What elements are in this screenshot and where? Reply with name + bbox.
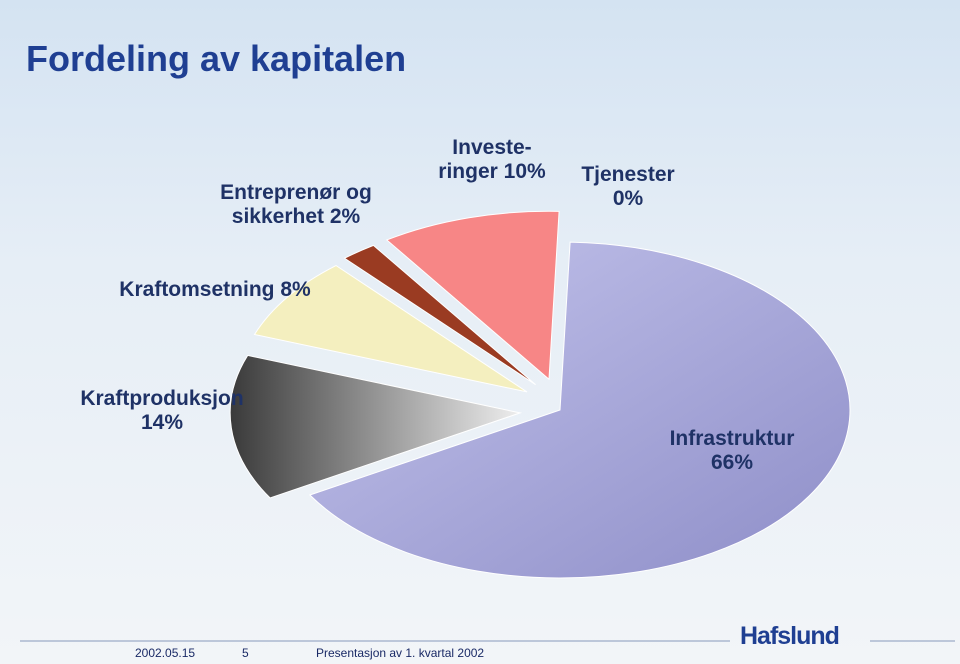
slice-label: Kraftproduksjon 14%: [80, 387, 243, 435]
slice-label: Entreprenør og sikkerhet 2%: [220, 181, 372, 229]
slice-value-label: 2%: [329, 205, 361, 228]
slice-value-label: 0%: [612, 187, 644, 210]
chart-title: Fordeling av kapitalen: [26, 38, 407, 79]
slice-category: Kraftproduksjon: [80, 387, 244, 410]
slice-category: Tjenester: [581, 163, 675, 186]
slice-category: Kraftomsetning: [119, 278, 275, 301]
slice-value-label: 8%: [280, 278, 311, 301]
slice-category: Investe- ringer: [438, 136, 532, 183]
footer-page: 5: [242, 646, 249, 660]
pie-slice: [385, 210, 560, 381]
slice-label: Infrastruktur 66%: [670, 427, 795, 475]
slice-value-label: 10%: [503, 160, 546, 183]
slice-label: Tjenester 0%: [581, 163, 674, 211]
pie-slice: [343, 244, 536, 386]
slice-category: Entreprenør og sikkerhet: [220, 181, 372, 228]
slice-value-label: 14%: [140, 411, 184, 434]
pie-slice: [308, 241, 851, 579]
logo: Hafslund: [740, 622, 840, 650]
footer-date: 2002.05.15: [135, 646, 196, 660]
pie-slice: [229, 354, 523, 499]
slice-category: Infrastruktur: [669, 427, 795, 450]
pie-slice: [253, 264, 528, 393]
slice-value-label: 66%: [710, 451, 754, 474]
slice-label: Kraftomsetning 8%: [119, 278, 310, 302]
slice-label: Investe- ringer 10%: [438, 136, 545, 184]
footer-text: Presentasjon av 1. kvartal 2002: [316, 646, 485, 660]
